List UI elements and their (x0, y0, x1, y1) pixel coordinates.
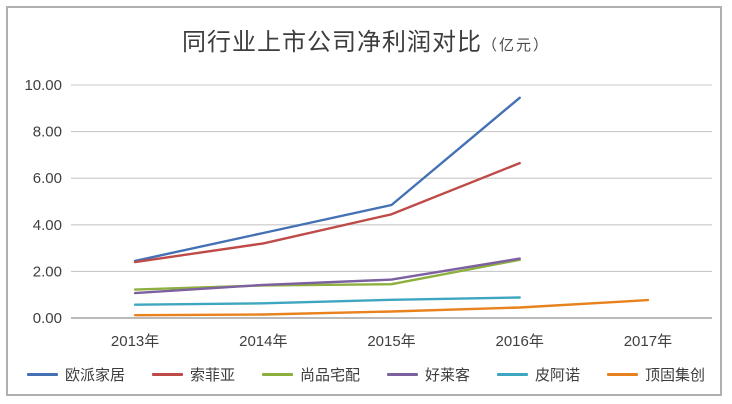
chart-title-text: 同行业上市公司净利润对比 (181, 29, 482, 56)
legend-label: 顶固集创 (645, 366, 706, 384)
legend-item-1: 索菲亚 (151, 364, 235, 385)
y-axis-tick-label: 2.00 (33, 263, 62, 280)
legend-label: 欧派家居 (64, 366, 125, 384)
legend-item-4: 皮阿诺 (497, 364, 580, 385)
legend-item-3: 好莱客 (387, 364, 470, 385)
y-axis-tick-label: 4.00 (33, 217, 62, 234)
x-axis-tick-label: 2014年 (239, 333, 287, 350)
x-axis-tick-label: 2016年 (496, 333, 544, 350)
legend-item-2: 尚品宅配 (261, 364, 360, 385)
series-line-5 (133, 298, 650, 317)
legend-line-marker (607, 372, 639, 376)
x-axis-tick-label: 2013年 (111, 333, 159, 350)
series-line-3 (133, 257, 521, 295)
chart-frame (6, 6, 722, 396)
legend-label: 好莱客 (425, 366, 471, 384)
y-axis-tick-label: 8.00 (33, 124, 62, 141)
x-axis-tick-label: 2015年 (367, 333, 415, 350)
chart-legend: 欧派家居 索菲亚 尚品宅配 好莱客 皮阿诺 顶固集创 (0, 362, 732, 386)
series-line-2 (133, 258, 521, 291)
chart-title: 同行业上市公司净利润对比（亿元） (0, 22, 732, 57)
y-axis-tick-label: 10.00 (24, 77, 62, 94)
legend-line-marker (151, 372, 183, 376)
series-line-0 (133, 96, 521, 263)
x-axis-tick-label: 2017年 (624, 333, 672, 350)
legend-item-5: 顶固集创 (607, 364, 705, 385)
series-line-1 (133, 161, 521, 264)
legend-label: 尚品宅配 (299, 366, 360, 384)
legend-item-0: 欧派家居 (26, 364, 125, 385)
legend-line-marker (387, 372, 418, 376)
legend-label: 皮阿诺 (535, 366, 581, 384)
legend-label: 索菲亚 (189, 366, 235, 384)
series-line-4 (133, 296, 521, 306)
legend-line-marker (497, 372, 529, 376)
y-axis-tick-label: 0.00 (33, 310, 62, 327)
legend-line-marker (261, 372, 293, 376)
y-axis-tick-label: 6.00 (33, 170, 62, 187)
chart-title-unit: （亿元） (481, 37, 550, 54)
legend-line-marker (26, 372, 58, 376)
